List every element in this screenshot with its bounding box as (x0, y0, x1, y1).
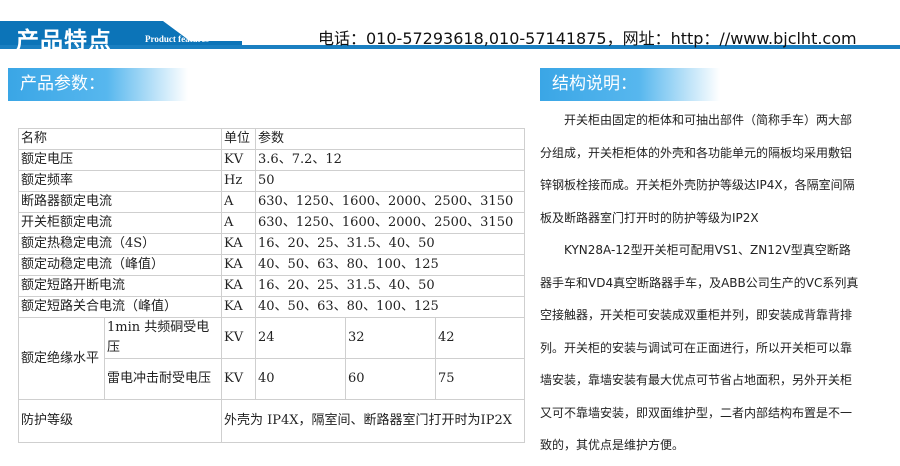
paragraph: KYN28A-12型开关柜可配用VS1、ZN12V型真空断路器手车和VD4真空断… (540, 243, 859, 452)
page-title: 产品特点 (16, 27, 112, 54)
table-cell: KA (221, 275, 257, 297)
table-cell: KV (221, 149, 257, 171)
table-cell: 40 (255, 358, 347, 400)
table-cell: 额定短路关合电流（峰值） (17, 296, 223, 318)
table-cell: A (221, 212, 257, 234)
table-cell: KV (221, 317, 257, 359)
header-params: 参数 (255, 128, 526, 150)
table-cell: 额定频率 (17, 170, 223, 192)
header-name: 名称 (17, 128, 223, 150)
insulation-row: 额定绝缘水平 1min 共频硐受电压 KV 24 32 42 (18, 317, 526, 400)
header-unit: 单位 (221, 128, 257, 150)
table-row: 额定电压 KV 3.6、7.2、12 (17, 149, 526, 171)
table-cell: 3.6、7.2、12 (255, 149, 526, 171)
table-cell: 16、20、25、31.5、40、50 (255, 233, 526, 255)
table-cell: 额定电压 (17, 149, 223, 171)
table-row: 断路器额定电流 A 630、1250、1600、2000、2500、3150 (17, 191, 526, 213)
table-cell: 雷电冲击耐受电压 (103, 358, 223, 400)
table-cell: 630、1250、1600、2000、2500、3150 (255, 191, 526, 213)
table-cell: 42 (435, 317, 526, 359)
table-cell: KA (221, 233, 257, 255)
table-cell: 额定动稳定电流（峰值） (17, 254, 223, 276)
table-cell: 24 (255, 317, 347, 359)
table-cell: A (221, 191, 257, 213)
table-row: 额定热稳定电流（4S） KA 16、20、25、31.5、40、50 (17, 233, 526, 255)
table-row: 额定频率 Hz 50 (17, 170, 526, 192)
table-cell: 50 (255, 170, 526, 192)
table-cell: 额定绝缘水平 (18, 317, 105, 400)
table-cell: KA (221, 296, 257, 318)
table-row: 开关柜额定电流 A 630、1250、1600、2000、2500、3150 (17, 212, 526, 234)
table-cell: 40、50、63、80、100、125 (255, 296, 526, 318)
table-header-row: 名称 单位 参数 (17, 128, 526, 150)
table-row: 额定动稳定电流（峰值） KA 40、50、63、80、100、125 (17, 254, 526, 276)
table-cell: 额定短路开断电流 (17, 275, 223, 297)
table-cell: 16、20、25、31.5、40、50 (255, 275, 526, 297)
table-cell: 防护等级 (17, 399, 223, 443)
structure-section-title: 结构说明： (540, 68, 720, 101)
table-cell: KA (221, 254, 257, 276)
paragraph: 开关柜由固定的柜体和可抽出部件（简称手车）两大部分组成，开关柜柜体的外壳和各功能… (540, 113, 855, 225)
table-cell: 断路器额定电流 (17, 191, 223, 213)
table-cell: 32 (345, 317, 437, 359)
table-cell: 75 (435, 358, 526, 400)
structure-description: 开关柜由固定的柜体和可抽出部件（简称手车）两大部分组成，开关柜柜体的外壳和各功能… (540, 104, 862, 462)
table-cell: KV (221, 358, 257, 400)
table-row: 额定短路开断电流 KA 16、20、25、31.5、40、50 (17, 275, 526, 297)
table-cell: 40、50、63、80、100、125 (255, 254, 526, 276)
table-cell: 630、1250、1600、2000、2500、3150 (255, 212, 526, 234)
table-cell: Hz (221, 170, 257, 192)
contact-info: 电话：010-57293618,010-57141875，网址：http：//w… (318, 29, 857, 48)
table-row: 额定短路关合电流（峰值） KA 40、50、63、80、100、125 (17, 296, 526, 318)
table-cell: 60 (345, 358, 437, 400)
table-cell: 开关柜额定电流 (17, 212, 223, 234)
page-subtitle: Product features (145, 34, 209, 44)
table-cell: 1min 共频硐受电压 (103, 317, 223, 359)
table-cell: 外壳为 IP4X，隔室间、断路器室门打开时为IP2X (221, 399, 526, 443)
params-table: 名称 单位 参数 额定电压 KV 3.6、7.2、12 额定频率 Hz 50 断路器额定电流… (17, 128, 526, 443)
insulation-row: 雷电冲击耐受电压 KV 40 60 75 (19, 358, 526, 400)
params-section-title: 产品参数： (8, 68, 188, 101)
protection-row: 防护等级 外壳为 IP4X，隔室间、断路器室门打开时为IP2X (17, 399, 526, 443)
header-divider (0, 45, 900, 49)
table-cell: 额定热稳定电流（4S） (17, 233, 223, 255)
